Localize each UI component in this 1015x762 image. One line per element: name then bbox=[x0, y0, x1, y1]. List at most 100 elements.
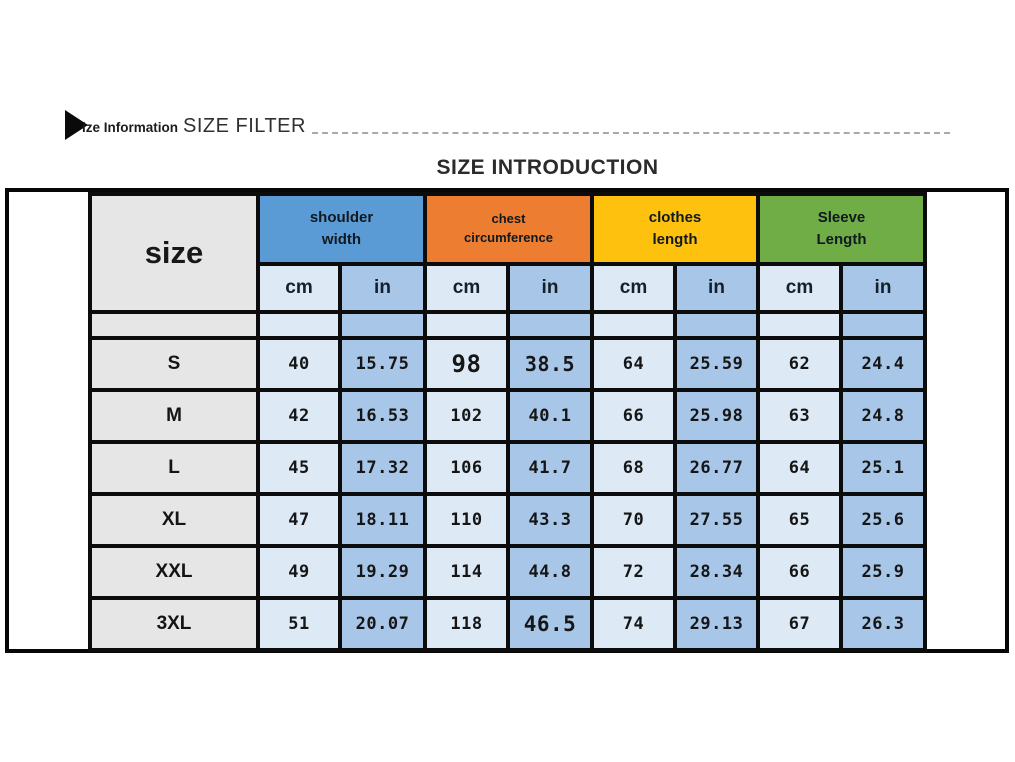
measure-cell: 24.4 bbox=[839, 336, 927, 392]
measure-cell: 62 bbox=[756, 336, 843, 392]
measure-cell: 102 bbox=[423, 388, 510, 444]
measure-cell: 25.9 bbox=[839, 544, 927, 600]
measure-cell: 25.6 bbox=[839, 492, 927, 548]
units-row: cm in cm in cm in cm in bbox=[90, 262, 927, 314]
spacer-cell bbox=[590, 310, 677, 340]
measure-cell: 49 bbox=[256, 544, 342, 600]
measure-cell: 65 bbox=[756, 492, 843, 548]
table-header-row: size shoulder width chest circumference … bbox=[88, 192, 927, 314]
size-table: size shoulder width chest circumference … bbox=[88, 192, 927, 652]
measure-cell: 44.8 bbox=[506, 544, 594, 600]
measure-cell: 25.59 bbox=[673, 336, 760, 392]
measure-cell: 98 bbox=[423, 336, 510, 392]
group-header-sleeve-length: Sleeve Length bbox=[756, 192, 927, 266]
measure-cell: 29.13 bbox=[673, 596, 760, 652]
group-label-line: Length bbox=[816, 231, 867, 248]
size-label: S bbox=[88, 336, 260, 392]
measure-cell: 26.3 bbox=[839, 596, 927, 652]
size-label: XL bbox=[88, 492, 260, 548]
measure-cell: 114 bbox=[423, 544, 510, 600]
spacer-cell bbox=[673, 310, 760, 340]
measure-cell: 64 bbox=[756, 440, 843, 496]
measure-cell: 43.3 bbox=[506, 492, 594, 548]
measure-cell: 42 bbox=[256, 388, 342, 444]
unit-header: cm bbox=[423, 262, 510, 314]
measure-cell: 25.1 bbox=[839, 440, 927, 496]
group-header-clothes-length: clothes length bbox=[590, 192, 760, 266]
group-header-chest-circumference: chest circumference bbox=[423, 192, 594, 266]
spacer-cell bbox=[839, 310, 927, 340]
measure-cell: 20.07 bbox=[338, 596, 427, 652]
measure-cell: 67 bbox=[756, 596, 843, 652]
table-row: 3XL 51 20.07 118 46.5 74 29.13 67 26.3 bbox=[88, 596, 927, 652]
measure-cell: 64 bbox=[590, 336, 677, 392]
size-label: XXL bbox=[88, 544, 260, 600]
unit-header: cm bbox=[590, 262, 677, 314]
size-filter-bar: ize Information SIZE FILTER bbox=[65, 110, 950, 140]
table-row: XL 47 18.11 110 43.3 70 27.55 65 25.6 bbox=[88, 492, 927, 548]
measure-cell: 68 bbox=[590, 440, 677, 496]
unit-header: cm bbox=[256, 262, 342, 314]
group-label-line: Sleeve bbox=[817, 209, 866, 227]
unit-header: in bbox=[338, 262, 427, 314]
measure-cell: 40.1 bbox=[506, 388, 594, 444]
size-label: M bbox=[88, 388, 260, 444]
group-label-line: chest bbox=[491, 211, 526, 227]
size-label: 3XL bbox=[88, 596, 260, 652]
measure-cell: 46.5 bbox=[506, 596, 594, 652]
size-filter-label: SIZE FILTER bbox=[183, 115, 306, 137]
group-label-line: length bbox=[652, 231, 698, 248]
section-title: SIZE INTRODUCTION bbox=[436, 156, 659, 179]
unit-header: in bbox=[673, 262, 760, 314]
measure-cell: 40 bbox=[256, 336, 342, 392]
spacer-cell bbox=[506, 310, 594, 340]
measure-cell: 110 bbox=[423, 492, 510, 548]
spacer-cell bbox=[756, 310, 843, 340]
spacer-cell bbox=[88, 310, 260, 340]
table-row: L 45 17.32 106 41.7 68 26.77 64 25.1 bbox=[88, 440, 927, 496]
group-label-line: circumference bbox=[464, 230, 553, 245]
measure-cell: 24.8 bbox=[839, 388, 927, 444]
unit-header: cm bbox=[756, 262, 843, 314]
measure-cell: 17.32 bbox=[338, 440, 427, 496]
measure-cell: 47 bbox=[256, 492, 342, 548]
group-label-line: shoulder bbox=[309, 209, 374, 227]
unit-header: in bbox=[839, 262, 927, 314]
measure-cell: 15.75 bbox=[338, 336, 427, 392]
measure-cell: 25.98 bbox=[673, 388, 760, 444]
measure-cell: 41.7 bbox=[506, 440, 594, 496]
spacer-cell bbox=[423, 310, 510, 340]
corner-cell-size: size bbox=[88, 192, 260, 314]
measure-cell: 66 bbox=[590, 388, 677, 444]
table-row: S 40 15.75 98 38.5 64 25.59 62 24.4 bbox=[88, 336, 927, 392]
measure-cell: 51 bbox=[256, 596, 342, 652]
group-label-line: clothes bbox=[648, 209, 702, 227]
table-row: XXL 49 19.29 114 44.8 72 28.34 66 25.9 bbox=[88, 544, 927, 600]
measure-cell: 45 bbox=[256, 440, 342, 496]
measure-cell: 106 bbox=[423, 440, 510, 496]
measure-cell: 38.5 bbox=[506, 336, 594, 392]
table-row: M 42 16.53 102 40.1 66 25.98 63 24.8 bbox=[88, 388, 927, 444]
spacer-row bbox=[88, 310, 927, 340]
size-label: L bbox=[88, 440, 260, 496]
measure-cell: 63 bbox=[756, 388, 843, 444]
measure-cell: 28.34 bbox=[673, 544, 760, 600]
play-triangle-icon bbox=[65, 110, 88, 140]
size-information-label: ize Information bbox=[82, 120, 179, 135]
group-label-line: width bbox=[321, 231, 362, 248]
dashed-divider bbox=[311, 132, 950, 134]
measure-cell: 18.11 bbox=[338, 492, 427, 548]
table-frame: size shoulder width chest circumference … bbox=[5, 188, 1009, 653]
spacer-cell bbox=[338, 310, 427, 340]
measure-cell: 118 bbox=[423, 596, 510, 652]
measure-cell: 72 bbox=[590, 544, 677, 600]
measure-cell: 70 bbox=[590, 492, 677, 548]
measure-cell: 26.77 bbox=[673, 440, 760, 496]
measure-cell: 66 bbox=[756, 544, 843, 600]
measure-cell: 27.55 bbox=[673, 492, 760, 548]
measure-cell: 74 bbox=[590, 596, 677, 652]
unit-header: in bbox=[506, 262, 594, 314]
measure-cell: 16.53 bbox=[338, 388, 427, 444]
measure-cell: 19.29 bbox=[338, 544, 427, 600]
